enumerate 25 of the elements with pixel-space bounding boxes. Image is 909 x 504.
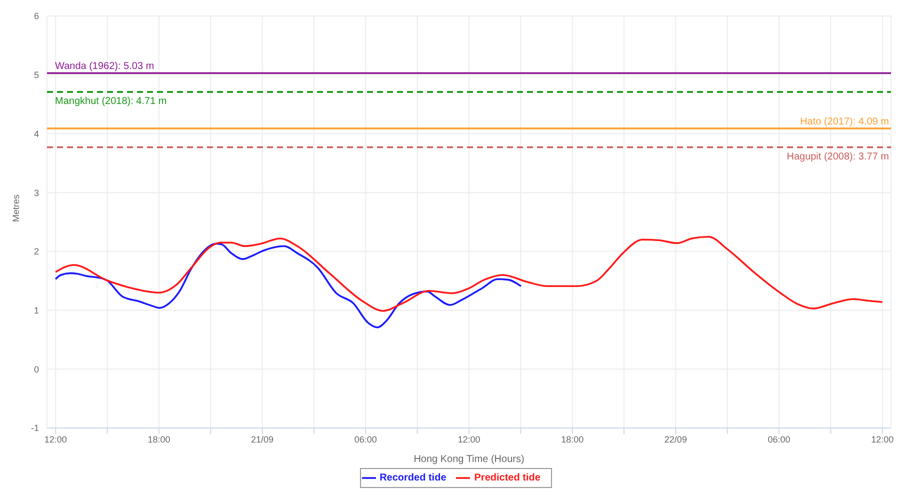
legend-label: Recorded tide [380, 472, 446, 484]
x-axis-title: Hong Kong Time (Hours) [414, 454, 524, 465]
x-tick-label: 12:00 [871, 434, 894, 444]
ref-line-label: Hato (2017): 4.09 m [800, 116, 889, 128]
y-tick-label: 5 [34, 70, 39, 80]
y-tick-label: 3 [34, 188, 39, 198]
ref-line-label: Wanda (1962): 5.03 m [55, 61, 154, 72]
x-tick-label: 21/09 [251, 434, 274, 444]
y-tick-label: 4 [34, 128, 39, 139]
y-tick-label: 2 [34, 246, 39, 257]
y-tick-label: 6 [34, 11, 39, 22]
x-tick-label: 18:00 [561, 434, 584, 444]
x-tick-label: 18:00 [148, 434, 170, 444]
y-axis-title: Metres [11, 194, 22, 222]
x-tick-label: 06:00 [354, 434, 377, 444]
y-tick-label: 0 [34, 364, 39, 374]
y-tick-label: -1 [30, 423, 39, 434]
x-tick-label: 22/09 [664, 434, 687, 444]
x-tick-label: 06:00 [768, 434, 790, 444]
x-tick-label: 12:00 [44, 434, 67, 444]
ref-line-label: Mangkhut (2018): 4.71 m [55, 96, 167, 107]
ref-line-label: Hagupit (2008): 3.77 m [786, 151, 889, 162]
x-tick-label: 12:00 [458, 434, 480, 444]
y-tick-label: 1 [34, 305, 39, 316]
legend-label: Predicted tide [474, 472, 540, 484]
